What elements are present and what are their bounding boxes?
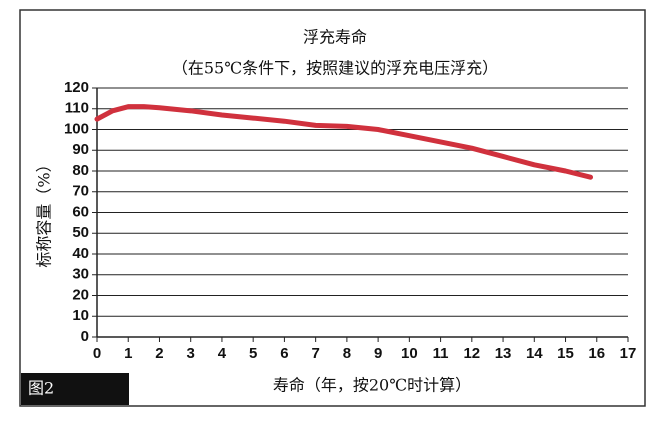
- y-tick-label: 90: [72, 141, 89, 158]
- y-tick-label: 100: [64, 120, 89, 137]
- y-tick-label: 20: [72, 286, 89, 303]
- y-tick-label: 60: [72, 203, 89, 220]
- x-tick-label: 15: [557, 345, 574, 362]
- figure-label-box: [21, 373, 129, 405]
- y-tick-label: 30: [72, 266, 89, 283]
- y-tick-label: 50: [72, 224, 89, 241]
- x-tick-label: 0: [93, 345, 101, 362]
- y-axis-label: 标称容量（%）: [35, 156, 54, 267]
- y-tick-label: 110: [65, 100, 89, 117]
- x-tick-label: 2: [155, 345, 163, 362]
- y-tick-label: 0: [81, 328, 89, 345]
- y-tick-label: 70: [72, 183, 89, 200]
- x-tick-label: 1: [124, 345, 132, 362]
- x-axis-label: 寿命（年，按20℃时计算）: [273, 376, 471, 395]
- figure-label: 图2: [28, 379, 54, 398]
- x-tick-label: 16: [588, 345, 605, 362]
- data-line: [94, 104, 594, 180]
- y-tick-label: 40: [72, 245, 89, 262]
- x-tick-label: 12: [463, 345, 480, 362]
- y-tick-label: 120: [64, 79, 89, 96]
- chart-subtitle: （在55℃条件下，按照建议的浮充电压浮充）: [172, 59, 498, 78]
- y-tick-label: 10: [72, 307, 89, 324]
- x-tick-label: 3: [187, 345, 195, 362]
- x-tick-label: 17: [620, 345, 637, 362]
- x-tick-label: 4: [218, 345, 227, 362]
- x-tick-label: 9: [374, 345, 382, 362]
- frame: [19, 9, 646, 407]
- x-tick-label: 13: [495, 345, 512, 362]
- x-tick-label: 8: [343, 345, 351, 362]
- x-tick-label: 7: [311, 345, 319, 362]
- chart-title: 浮充寿命: [303, 28, 367, 47]
- x-tick-label: 10: [401, 345, 418, 362]
- y-tick-label: 80: [72, 162, 89, 179]
- x-tick-label: 14: [526, 345, 543, 362]
- x-tick-label: 11: [433, 345, 449, 362]
- x-tick-label: 6: [280, 345, 288, 362]
- x-tick-label: 5: [249, 345, 257, 362]
